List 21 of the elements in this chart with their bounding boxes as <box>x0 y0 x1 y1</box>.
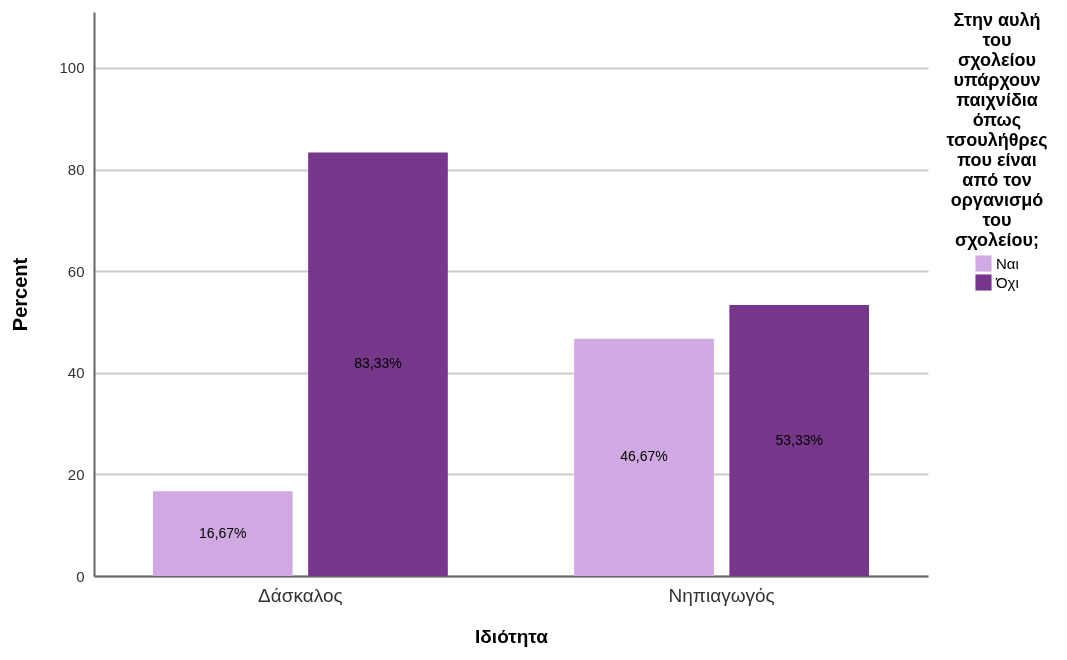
y-tick-label: 0 <box>76 567 85 585</box>
data-label: 46,67% <box>620 448 668 465</box>
legend-label: Όχι <box>995 273 1019 291</box>
text: Στην αυλή του σχολείου υπάρχουν παιχνίδια όπως τσουλήθρες που είναι από τον οργανισμό του σχολείου; <box>946 10 1048 250</box>
bar <box>308 152 448 576</box>
data-label: 83,33% <box>354 355 402 372</box>
y-tick-label: 20 <box>67 465 85 483</box>
data-label: 53,33% <box>775 431 823 448</box>
legend-label: Ναι <box>996 254 1019 272</box>
y-tick-label: 80 <box>67 161 85 179</box>
bar <box>729 305 870 576</box>
y-axis-title: Percent <box>9 257 32 332</box>
y-tick-label: 100 <box>59 59 85 77</box>
y-tick-label: 40 <box>67 364 85 382</box>
x-tick-label: Δάσκαλος <box>258 584 343 606</box>
x-tick-label: Νηπιαγωγός <box>668 584 775 606</box>
bar <box>152 491 293 576</box>
x-axis-title: Ιδιότητα <box>475 625 549 647</box>
y-tick-label: 60 <box>67 262 85 280</box>
bar <box>574 338 714 576</box>
data-label: 16,67% <box>199 524 247 541</box>
